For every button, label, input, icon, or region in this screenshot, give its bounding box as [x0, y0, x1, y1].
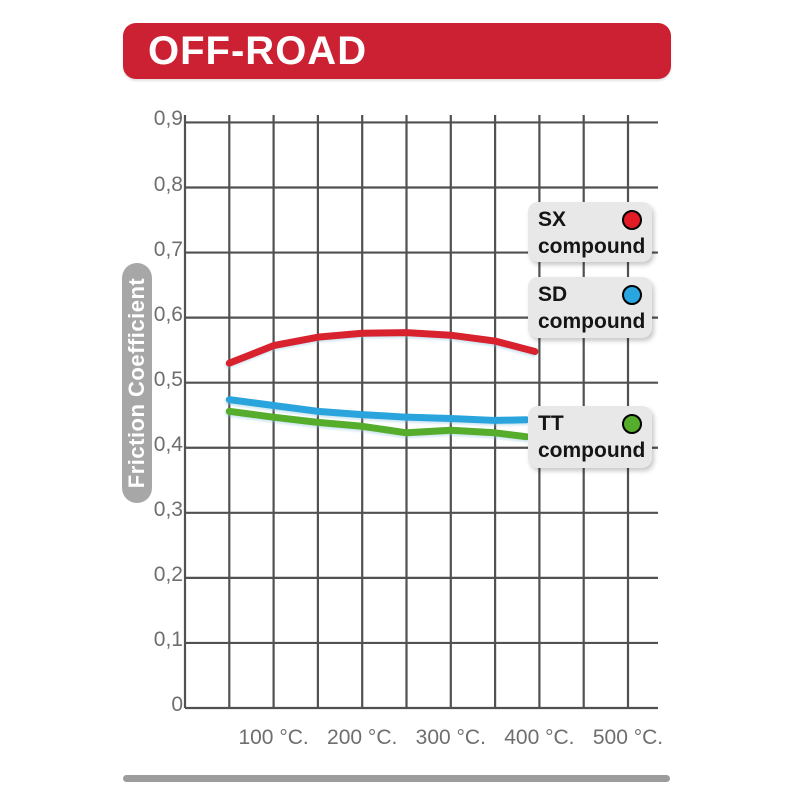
legend-sx-name: SX: [538, 208, 567, 231]
y-axis-title: Friction Coefficient: [124, 277, 150, 489]
sx-color-dot-icon: [622, 210, 642, 230]
curve-tt-compound: [225, 407, 530, 441]
curve-sd-compound: [225, 396, 530, 424]
curve-sx-compound: [225, 329, 539, 367]
legend-tt-name: TT: [538, 412, 564, 435]
footer-divider-bar: [123, 775, 670, 782]
tt-color-dot-icon: [622, 414, 642, 434]
legend-sd-compound-label: compound: [538, 310, 646, 333]
legend-sd-compound: SD compound: [528, 277, 652, 338]
y-axis-title-box: Friction Coefficient: [122, 263, 152, 503]
legend-tt-compound-label: compound: [538, 439, 646, 462]
sd-color-dot-icon: [622, 285, 642, 305]
category-banner: OFF-ROAD: [123, 23, 671, 79]
legend-sd-name: SD: [538, 283, 568, 306]
legend-sx-compound-label: compound: [538, 235, 646, 258]
legend-sx-compound: SX compound: [528, 202, 652, 262]
legend-tt-compound: TT compound: [528, 406, 652, 468]
